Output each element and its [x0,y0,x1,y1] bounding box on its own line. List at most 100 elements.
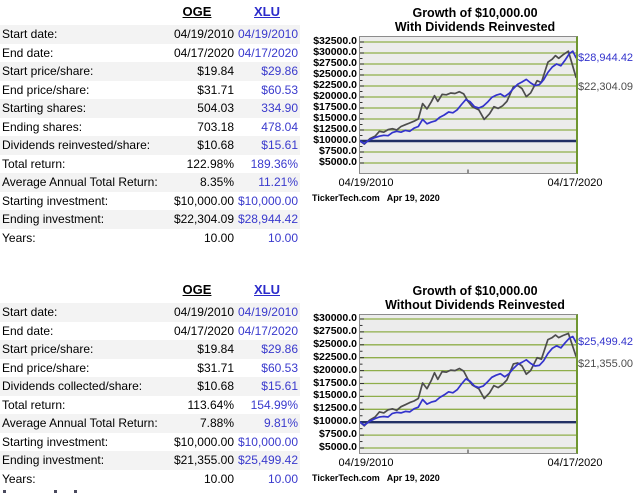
chart-title: Growth of $10,000.00 [412,284,538,298]
x-axis-start-date: 04/19/2010 [338,457,394,469]
series-end-value-label: $28,944.42 [578,51,634,64]
row-label: Dividends reinvested/share: [2,138,151,152]
table-row: End price/share: $31.71 $60.53 [0,359,300,378]
table-header-row: OGE XLU [0,3,300,25]
growth-line-chart [359,36,578,174]
series-end-value-label: $21,355.00 [578,357,634,370]
y-axis-tick-label: $25000.0 [313,337,357,350]
row-label: Dividends collected/share: [2,379,143,393]
y-axis-tick-label: $7500.0 [319,428,357,441]
series-end-value-label: $25,499.42 [578,336,634,349]
table-row: Start price/share: $19.84 $29.86 [0,62,300,81]
table-row: End date: 04/17/2020 04/17/2020 [0,44,300,63]
table-header-row: OGE XLU [0,281,300,303]
oge-value: 504.03 [197,101,234,115]
attribution-date: Apr 19, 2020 [386,473,440,483]
series-end-value-label: $22,304.09 [578,80,634,93]
xlu-value: $29.86 [261,64,298,78]
panel-with-dividends: OGE XLU Start date: 04/19/2010 04/19/2010 E… [0,3,640,248]
xlu-value: 334.90 [261,101,298,115]
row-label: Start date: [2,305,58,319]
column-header-oge: OGE [182,4,212,19]
oge-value: 113.64% [187,397,234,412]
panel-without-dividends: OGE XLU Start date: 04/19/2010 04/19/2010 E… [0,278,640,497]
xlu-value: $60.53 [261,360,298,375]
y-axis-tick-label: $12500.0 [313,402,357,415]
y-axis-tick-label: $7500.0 [319,145,357,157]
table-body: Start date: 04/19/2010 04/19/2010 End date:… [0,303,300,488]
table-row: Average Annual Total Return: 7.88% 9.81% [0,414,300,433]
y-axis-tick-label: $17500.0 [313,376,357,389]
oge-value: 04/19/2010 [173,27,234,41]
y-axis-tick-label: $22500.0 [313,350,357,363]
chart-attribution: TickerTech.com Apr 19, 2020 [312,473,440,483]
xlu-value: $10,000.00 [237,193,298,208]
table-row: End price/share: $31.71 $60.53 [0,81,300,100]
table-row: Ending investment: $21,355.00 $25,499.42 [0,451,300,470]
xlu-value: $25,499.42 [237,453,298,467]
oge-value: 8.35% [199,175,234,189]
xlu-value: 10.00 [267,230,298,245]
chart-subtitle: Without Dividends Reinvested [385,298,565,312]
row-label: Ending shares: [2,119,83,134]
row-label: Starting investment: [2,434,109,449]
row-label: Start date: [2,27,58,41]
column-header-xlu-link[interactable]: XLU [254,4,280,19]
row-label: End date: [2,45,54,60]
attribution-source: TickerTech.com [312,193,380,203]
row-label: Total return: [2,156,66,171]
comparison-table-not-reinvested: OGE XLU Start date: 04/19/2010 04/19/2010 E… [0,278,300,488]
y-axis-tick-label: $22500.0 [313,79,357,91]
table-row: End date: 04/17/2020 04/17/2020 [0,322,300,341]
xlu-value: 04/19/2010 [237,305,298,319]
chart-title-block: Growth of $10,000.00 With Dividends Rein… [310,6,640,34]
y-axis-tick-label: $32500.0 [313,35,357,47]
y-axis-tick-label: $5000.0 [319,156,357,168]
y-axis-tick-label: $5000.0 [319,441,357,453]
y-axis-tick-label: $12500.0 [313,123,357,135]
table-row: Average Annual Total Return: 8.35% 11.21% [0,173,300,192]
row-label: Average Annual Total Return: [2,175,158,189]
y-axis-tick-label: $27500.0 [313,57,357,69]
xlu-value: 478.04 [261,119,298,134]
oge-value: $31.71 [197,82,234,97]
attribution-source: TickerTech.com [312,473,380,483]
xlu-value: 10.00 [267,471,298,486]
oge-value: $22,304.09 [173,212,234,226]
y-axis-tick-label: $20000.0 [313,363,357,376]
y-axis-tick-label: $15000.0 [313,389,357,402]
table-row: Years: 10.00 10.00 [0,470,300,489]
column-header-xlu-link[interactable]: XLU [254,282,280,297]
table-row: Start date: 04/19/2010 04/19/2010 [0,303,300,322]
oge-value: $10.68 [197,138,234,152]
xlu-value: 11.21% [258,175,298,189]
chart-subtitle: With Dividends Reinvested [394,20,556,34]
table-row: Ending investment: $22,304.09 $28,944.42 [0,210,300,229]
table-row: Starting investment: $10,000.00 $10,000.00 [0,192,300,211]
oge-value: $21,355.00 [173,453,234,467]
oge-value: 122.98% [186,156,234,171]
oge-value: 7.88% [199,416,234,430]
oge-value: 703.18 [197,119,234,134]
y-axis-tick-label: $30000.0 [313,46,357,58]
column-header-oge: OGE [182,282,212,297]
table-row: Total return: 113.64% 154.99% [0,396,300,415]
table-row: Ending shares: 703.18 478.04 [0,118,300,137]
table-row: Years: 10.00 10.00 [0,229,300,248]
xlu-value: 154.99% [250,397,298,412]
row-label: Ending investment: [2,453,105,467]
row-label: Years: [2,471,36,486]
table-row: Dividends collected/share: $10.68 $15.61 [0,377,300,396]
oge-value: $19.84 [197,342,234,356]
y-axis-tick-label: $15000.0 [313,112,357,124]
y-axis-tick-label: $10000.0 [313,134,357,146]
chart-title-block: Growth of $10,000.00 Without Dividends R… [310,284,640,312]
growth-line-chart [359,314,578,454]
table-row: Start date: 04/19/2010 04/19/2010 [0,25,300,44]
chart-attribution: TickerTech.com Apr 19, 2020 [312,193,440,203]
y-axis-tick-label: $25000.0 [313,68,357,80]
xlu-value: 189.36% [250,156,298,171]
xlu-value: 04/17/2020 [237,45,298,60]
oge-value: $10,000.00 [173,193,234,208]
table-row: Start price/share: $19.84 $29.86 [0,340,300,359]
